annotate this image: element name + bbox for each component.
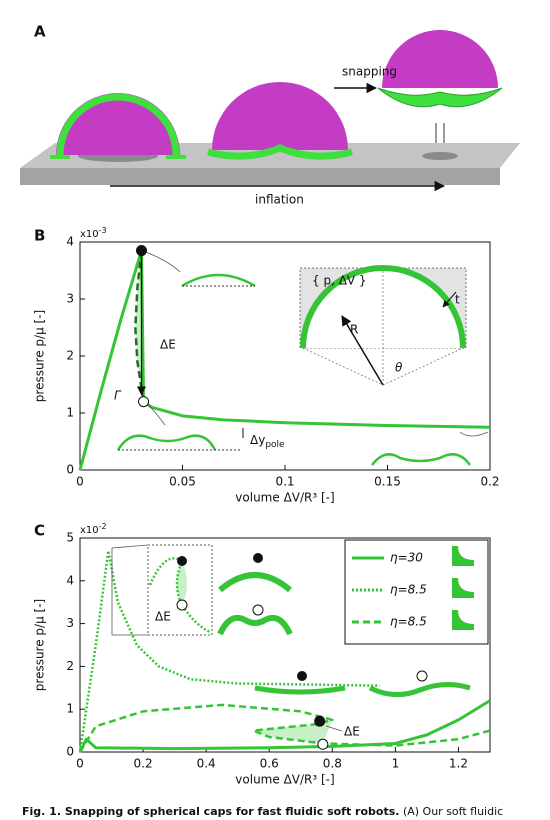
panel-label: A (34, 23, 46, 41)
y-multiplier: x10-2 (80, 522, 107, 537)
x-tick-label: 0.4 (197, 757, 216, 771)
pole-label: Δypole (250, 433, 285, 450)
x-tick-label: 0.1 (275, 475, 294, 489)
sketch-snapped (217, 614, 293, 636)
zoom-marker (176, 599, 188, 611)
inset-state-label: { p, ΔV } (312, 274, 367, 288)
y-tick-label: 2 (66, 659, 74, 673)
sketch-cap (218, 572, 292, 593)
y-axis-label: pressure p/μ [-] (33, 599, 47, 691)
y-tick-label: 4 (66, 235, 74, 249)
series-line (78, 699, 491, 753)
x-tick-label: 0.2 (480, 475, 499, 489)
legend-label: η=8.5 (390, 583, 427, 597)
energy-label: ΔE (344, 725, 360, 739)
x-tick-label: 0.05 (169, 475, 196, 489)
sketch-snapped (371, 453, 472, 466)
state-marker (314, 715, 326, 727)
multiplier-exponent: -3 (99, 226, 107, 235)
multiplier-base: x10 (80, 229, 99, 240)
sketch-cap (181, 273, 256, 288)
panel-a-illustration (20, 30, 520, 192)
plot-frame (79, 537, 491, 753)
multiplier-base: x10 (80, 525, 99, 536)
caption-text: (A) Our soft fluidic (399, 805, 503, 818)
thickness-label: t (455, 293, 460, 307)
inset-energy-label: ΔE (155, 610, 171, 624)
x-tick-label: 1 (392, 757, 400, 771)
y-axis-label: pressure p/μ [-] (33, 310, 47, 402)
y-tick-label: 4 (66, 573, 74, 587)
zoom-marker (177, 556, 187, 566)
sketch-snapped (116, 434, 217, 451)
legend-label: η=30 (390, 551, 423, 565)
y-tick-label: 2 (66, 349, 74, 363)
y-tick-label: 1 (66, 702, 74, 716)
x-tick-label: 0.15 (374, 475, 401, 489)
x-tick-label: 0.6 (260, 757, 279, 771)
sketch-flat (254, 685, 346, 695)
panel-label: C (34, 522, 45, 540)
legend-icon (452, 610, 474, 630)
series-line (78, 249, 491, 471)
y-tick-label: 0 (66, 745, 74, 759)
snapping-label: snapping (342, 65, 397, 79)
state-marker (138, 396, 150, 408)
pole-main: Δy (250, 433, 265, 447)
pole-sub: pole (265, 440, 285, 450)
x-tick-label: 0.8 (323, 757, 342, 771)
sketch-marker (252, 604, 264, 616)
thickness-arrow (442, 291, 457, 308)
x-axis-label: volume ΔV/R³ [-] (235, 491, 334, 505)
inset-shell (300, 265, 466, 349)
sketch-leader (147, 403, 166, 426)
state-marker (317, 738, 329, 750)
energy-leader (325, 725, 343, 732)
energy-label: ΔE (160, 338, 176, 352)
radius-arrow (341, 315, 384, 386)
sketch-marker (297, 671, 307, 681)
x-tick-label: 0 (76, 475, 84, 489)
sketch-marker (416, 670, 428, 682)
angle-label: θ (395, 361, 403, 375)
sketch-leader (145, 251, 181, 273)
y-multiplier: x10-3 (80, 226, 107, 241)
legend-icon (452, 546, 474, 566)
y-tick-label: 3 (66, 292, 74, 306)
y-tick-label: 1 (66, 406, 74, 420)
y-tick-label: 5 (66, 531, 74, 545)
x-tick-label: 0.2 (134, 757, 153, 771)
panel-label: B (34, 227, 45, 245)
sketch-wavy (368, 682, 471, 697)
path-label: Γ (114, 389, 122, 403)
series-line (78, 549, 380, 753)
series-line (134, 250, 145, 402)
caption-bold: Fig. 1. Snapping of spherical caps for f… (22, 805, 399, 818)
state-marker (136, 245, 147, 257)
zoom-lines (111, 544, 149, 636)
radius-label: R (350, 323, 358, 337)
y-tick-label: 3 (66, 616, 74, 630)
sketch-leader (459, 431, 489, 437)
legend-label: η=8.5 (390, 615, 427, 629)
x-tick-label: 0 (76, 757, 84, 771)
zoom-curve (148, 557, 211, 634)
caption: Fig. 1. Snapping of spherical caps for f… (22, 805, 503, 818)
x-tick-label: 1.2 (449, 757, 468, 771)
legend-icon (452, 578, 474, 598)
inflation-label: inflation (255, 193, 304, 207)
multiplier-exponent: -2 (99, 522, 107, 531)
y-tick-label: 0 (66, 463, 74, 477)
sketch-marker (253, 553, 263, 563)
x-axis-label: volume ΔV/R³ [-] (235, 773, 334, 787)
